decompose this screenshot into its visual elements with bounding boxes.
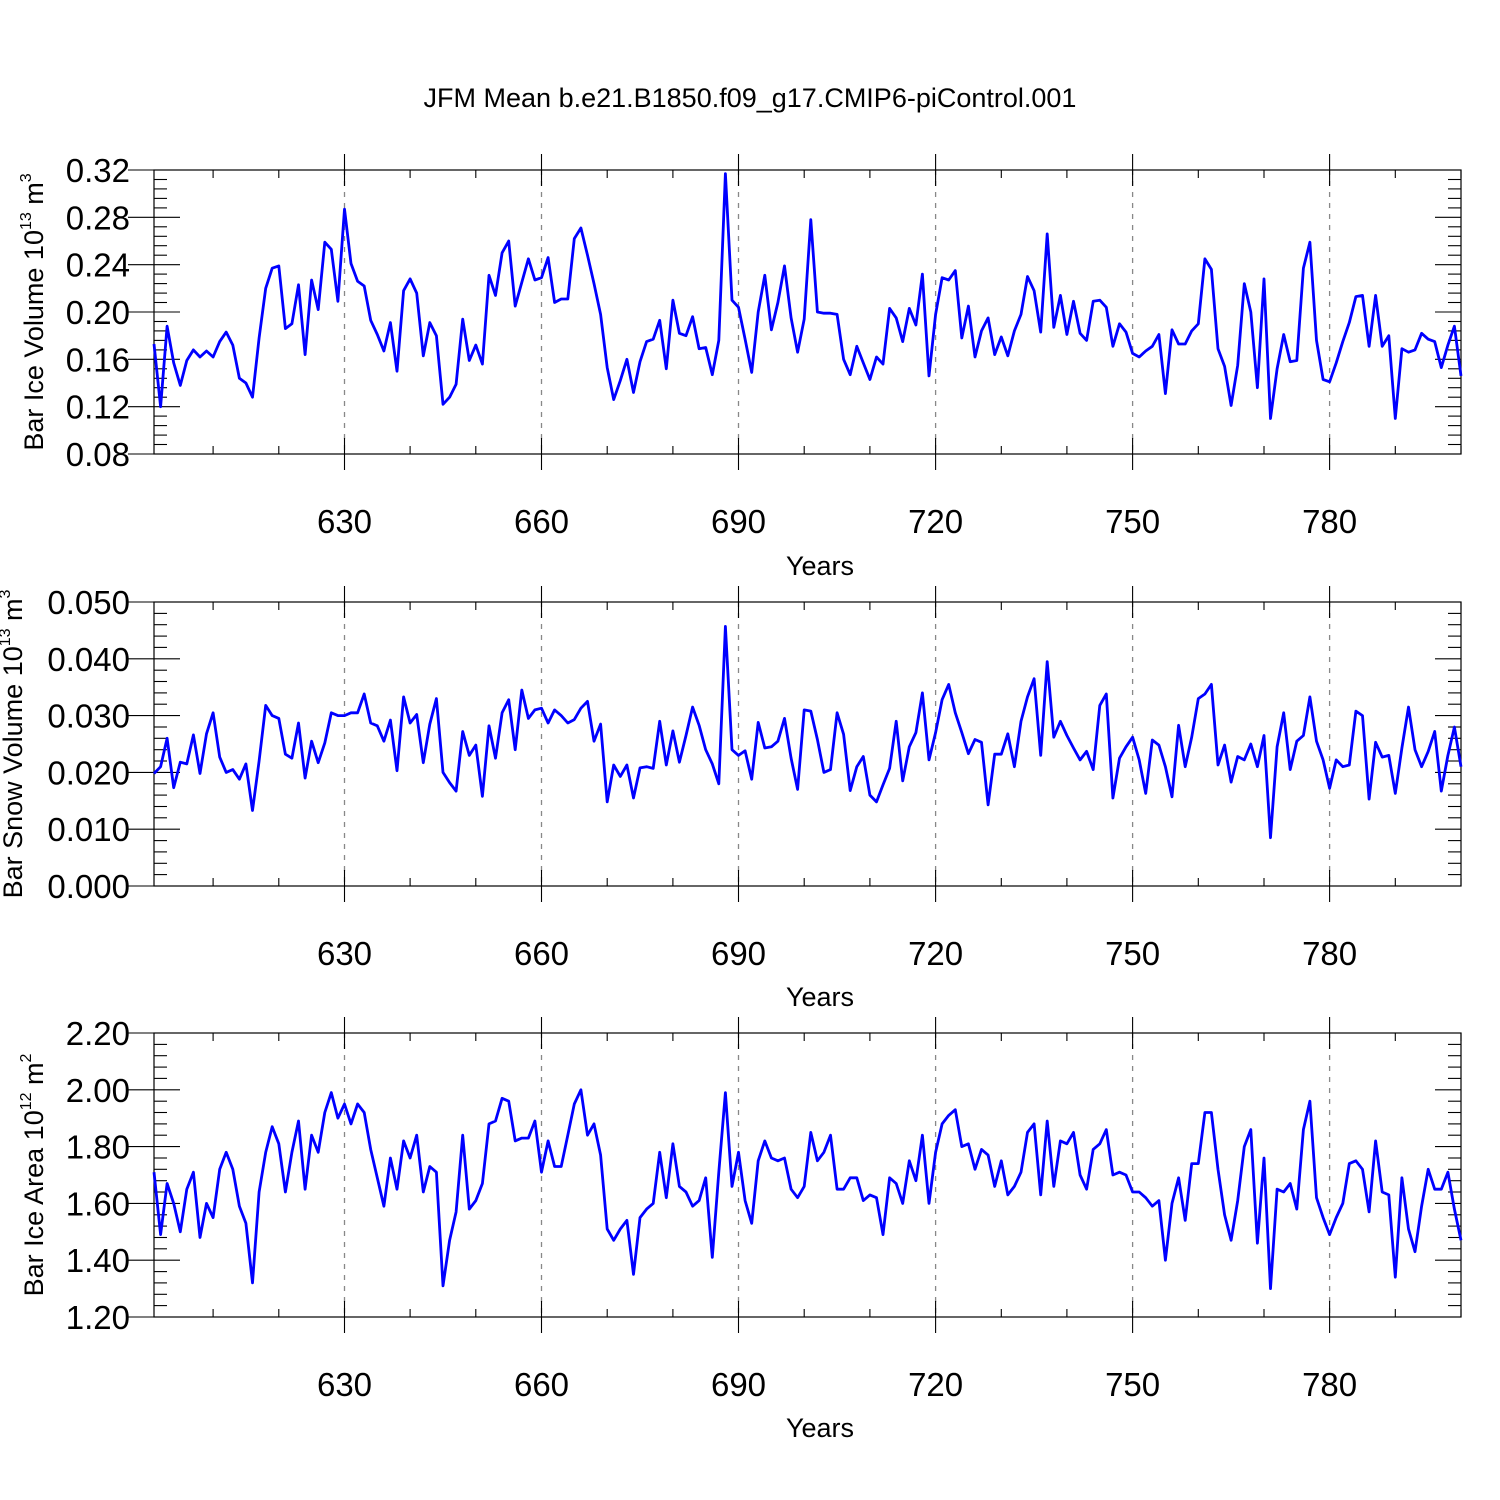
y-tick-label-0: 0.08 [66,436,130,473]
y-tick-label-6: 0.32 [66,152,130,189]
x-axis-label: Years [786,982,854,1012]
x-tick-labels: 630 660 690 720 750 780 [317,935,1357,972]
y-tick-label-2: 1.60 [66,1185,130,1222]
y-tick-labels: 1.20 1.40 1.60 1.80 2.00 2.20 [66,1015,130,1336]
y-tick-label-5: 2.20 [66,1015,130,1052]
x-tick-label-630: 630 [317,1366,372,1403]
y-tick-label-1: 0.010 [47,811,130,848]
x-axis-label: Years [786,551,854,581]
x-tick-label-660: 660 [514,503,569,540]
y-axis-label-unit-exponent: 3 [18,173,35,182]
y-tick-label-5: 0.050 [47,584,130,621]
x-tick-label-690: 690 [711,935,766,972]
y-axis-label-exponent: 13 [0,628,14,646]
y-tick-label-4: 0.040 [47,641,130,678]
x-grid [343,1033,1331,1317]
y-tick-label-1: 0.12 [66,389,130,426]
y-tick-label-4: 2.00 [66,1072,130,1109]
plot-frame [153,169,1462,455]
series-line-bar-ice-area [152,1088,1463,1290]
x-tick-labels: 630 660 690 720 750 780 [317,1366,1357,1403]
y-axis-label-exponent: 13 [18,212,35,230]
x-tick-label-780: 780 [1302,1366,1357,1403]
x-tick-label-720: 720 [908,935,963,972]
x-grid [343,602,1331,886]
x-tick-label-660: 660 [514,935,569,972]
x-tick-label-630: 630 [317,935,372,972]
x-grid [343,170,1331,454]
y-tick-label-5: 0.28 [66,199,130,236]
y-tick-labels: 0.08 0.12 0.16 0.20 0.24 0.28 0.32 [66,152,130,473]
x-tick-label-720: 720 [908,1366,963,1403]
x-tick-label-750: 750 [1105,503,1160,540]
x-tick-label-780: 780 [1302,503,1357,540]
y-tick-label-0: 0.000 [47,868,130,905]
x-tick-label-750: 750 [1105,1366,1160,1403]
y-tick-label-2: 0.16 [66,341,130,378]
figure-title: JFM Mean b.e21.B1850.f09_g17.CMIP6-piCon… [424,83,1077,113]
panel-bar-ice-area: 1.20 1.40 1.60 1.80 2.00 2.20 630 660 690 720 750… [18,1015,1463,1443]
y-tick-label-3: 0.20 [66,294,130,331]
x-axis-label: Years [786,1413,854,1443]
x-tick-labels: 630 660 690 720 750 780 [317,503,1357,540]
y-axis-label-main: Bar Ice Volume 10 [19,230,49,451]
y-axis-label-unit: m [19,1062,49,1092]
x-tick-label-630: 630 [317,503,372,540]
y-axis-label: Bar Ice Area 1012 m2 [18,1053,49,1296]
y-axis-label: Bar Snow Volume 1013 m3 [0,589,28,898]
y-axis-label-exponent: 12 [18,1092,35,1110]
y-axis-label-unit: m [0,598,28,628]
series-line-bar-ice-volume [152,172,1463,420]
plot-frame [153,601,1462,887]
y-tick-label-0: 1.20 [66,1299,130,1336]
y-tick-label-4: 0.24 [66,247,130,284]
y-tick-label-2: 0.020 [47,754,130,791]
axis-ticks [128,1017,1462,1333]
panel-bar-ice-volume: 0.08 0.12 0.16 0.20 0.24 0.28 0.32 630 660 690 72… [18,152,1463,581]
x-tick-label-660: 660 [514,1366,569,1403]
y-axis-label-main: Bar Snow Volume 10 [0,646,28,898]
y-axis-label-unit: m [19,182,49,212]
series-line-bar-snow-volume [152,625,1463,840]
panel-bar-snow-volume: 0.000 0.010 0.020 0.030 0.040 0.050 630 660 690… [0,584,1463,1012]
y-tick-label-1: 1.40 [66,1242,130,1279]
y-axis-label: Bar Ice Volume 1013 m3 [18,173,49,450]
y-tick-labels: 0.000 0.010 0.020 0.030 0.040 0.050 [47,584,130,905]
x-tick-label-690: 690 [711,1366,766,1403]
x-tick-label-780: 780 [1302,935,1357,972]
y-axis-label-unit-exponent: 2 [18,1053,35,1062]
x-tick-label-750: 750 [1105,935,1160,972]
y-tick-label-3: 0.030 [47,698,130,735]
y-tick-label-3: 1.80 [66,1129,130,1166]
y-axis-label-main: Bar Ice Area 10 [19,1110,49,1296]
x-tick-label-690: 690 [711,503,766,540]
y-axis-label-unit-exponent: 3 [0,589,14,598]
x-tick-label-720: 720 [908,503,963,540]
